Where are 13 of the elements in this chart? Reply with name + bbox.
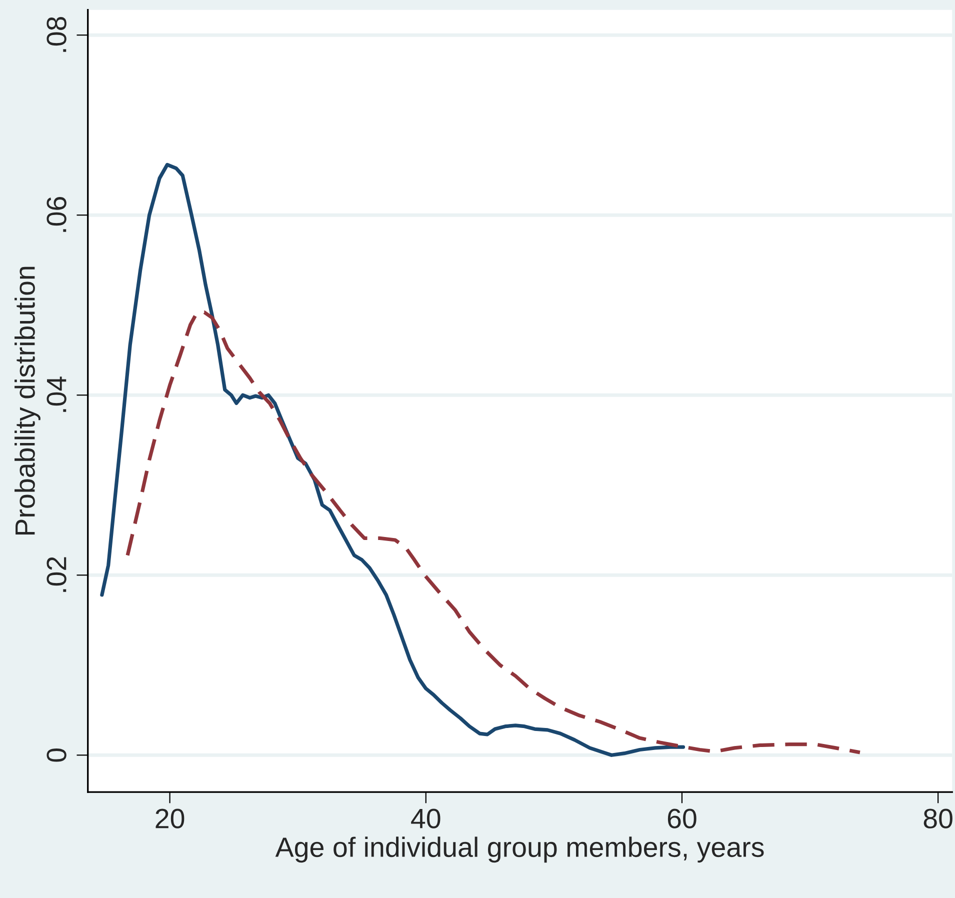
y-tick-label: .04 (46, 376, 66, 412)
y-tick-label: .02 (46, 557, 66, 592)
y-tick-label: .08 (46, 16, 66, 52)
x-axis-title: Age of individual group members, years (275, 836, 764, 863)
y-tick-label: .06 (46, 197, 66, 232)
x-tick-label: 20 (156, 808, 184, 828)
y-tick-label: 0 (46, 748, 66, 762)
y-axis-title: Probability distribution (14, 266, 40, 535)
x-tick-label: 80 (924, 808, 952, 828)
x-tick-label: 60 (668, 808, 696, 828)
line-series (100, 162, 686, 757)
x-tick-label: 40 (411, 808, 440, 828)
line-series (126, 310, 862, 754)
